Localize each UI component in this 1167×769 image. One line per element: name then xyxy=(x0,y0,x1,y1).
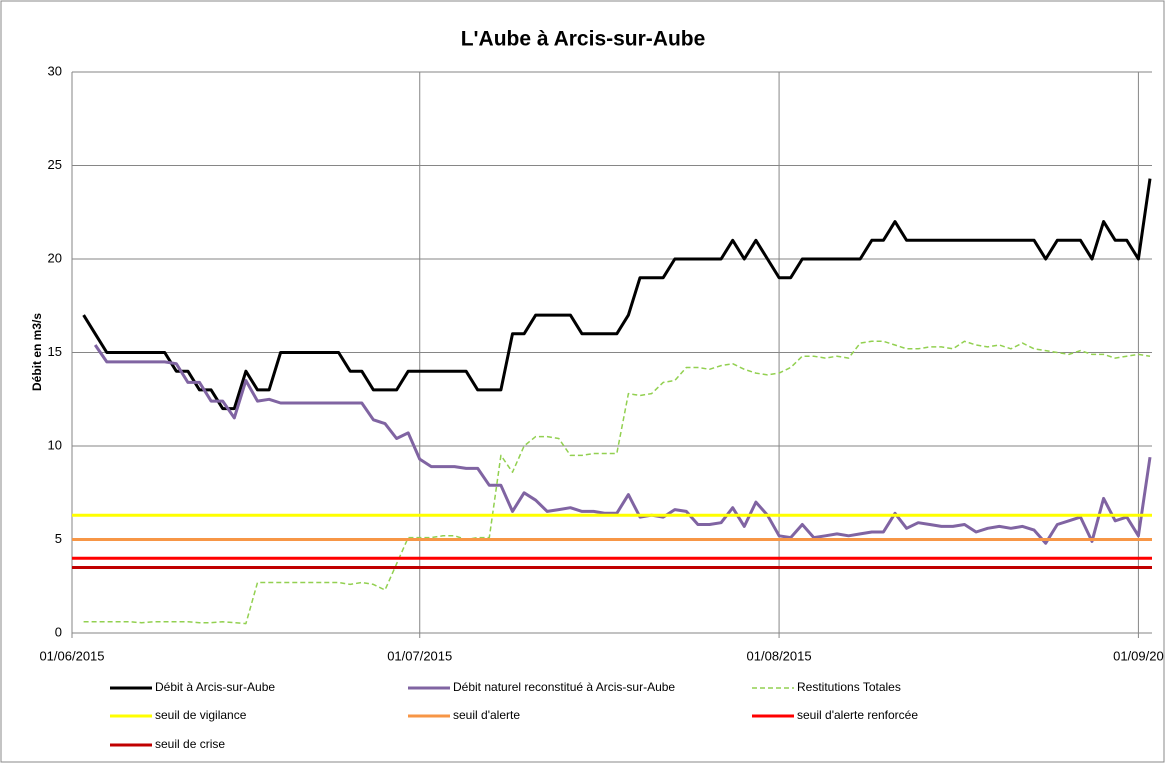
legend-label: seuil d'alerte xyxy=(453,708,520,722)
y-tick-label: 25 xyxy=(48,157,62,172)
y-tick-label: 10 xyxy=(48,437,62,452)
data-line xyxy=(93,344,1152,545)
plot-area xyxy=(72,178,1152,625)
legend-label: Restitutions Totales xyxy=(797,680,901,694)
y-tick-label: 15 xyxy=(48,344,62,359)
y-tick-label: 0 xyxy=(55,624,62,639)
legend-label: seuil de vigilance xyxy=(155,708,247,722)
chart-title: L'Aube à Arcis-sur-Aube xyxy=(461,28,706,51)
x-tick-label: 01/06/2015 xyxy=(39,648,104,663)
y-axis-label: Débit en m3/s xyxy=(30,313,44,391)
legend-label: seuil d'alerte renforcée xyxy=(797,708,918,722)
legend-label: Débit à Arcis-sur-Aube xyxy=(155,680,275,694)
legend-label: Débit naturel reconstitué à Arcis-sur-Au… xyxy=(453,680,675,694)
x-tick-label: 01/09/20 xyxy=(1113,648,1164,663)
legend-label: seuil de crise xyxy=(155,737,225,751)
y-tick-label: 30 xyxy=(48,63,62,78)
data-line xyxy=(83,340,1151,625)
data-line xyxy=(82,178,1152,411)
y-tick-label: 20 xyxy=(48,250,62,265)
x-tick-label: 01/07/2015 xyxy=(387,648,452,663)
y-tick-label: 5 xyxy=(55,531,62,546)
x-tick-label: 01/08/2015 xyxy=(747,648,812,663)
